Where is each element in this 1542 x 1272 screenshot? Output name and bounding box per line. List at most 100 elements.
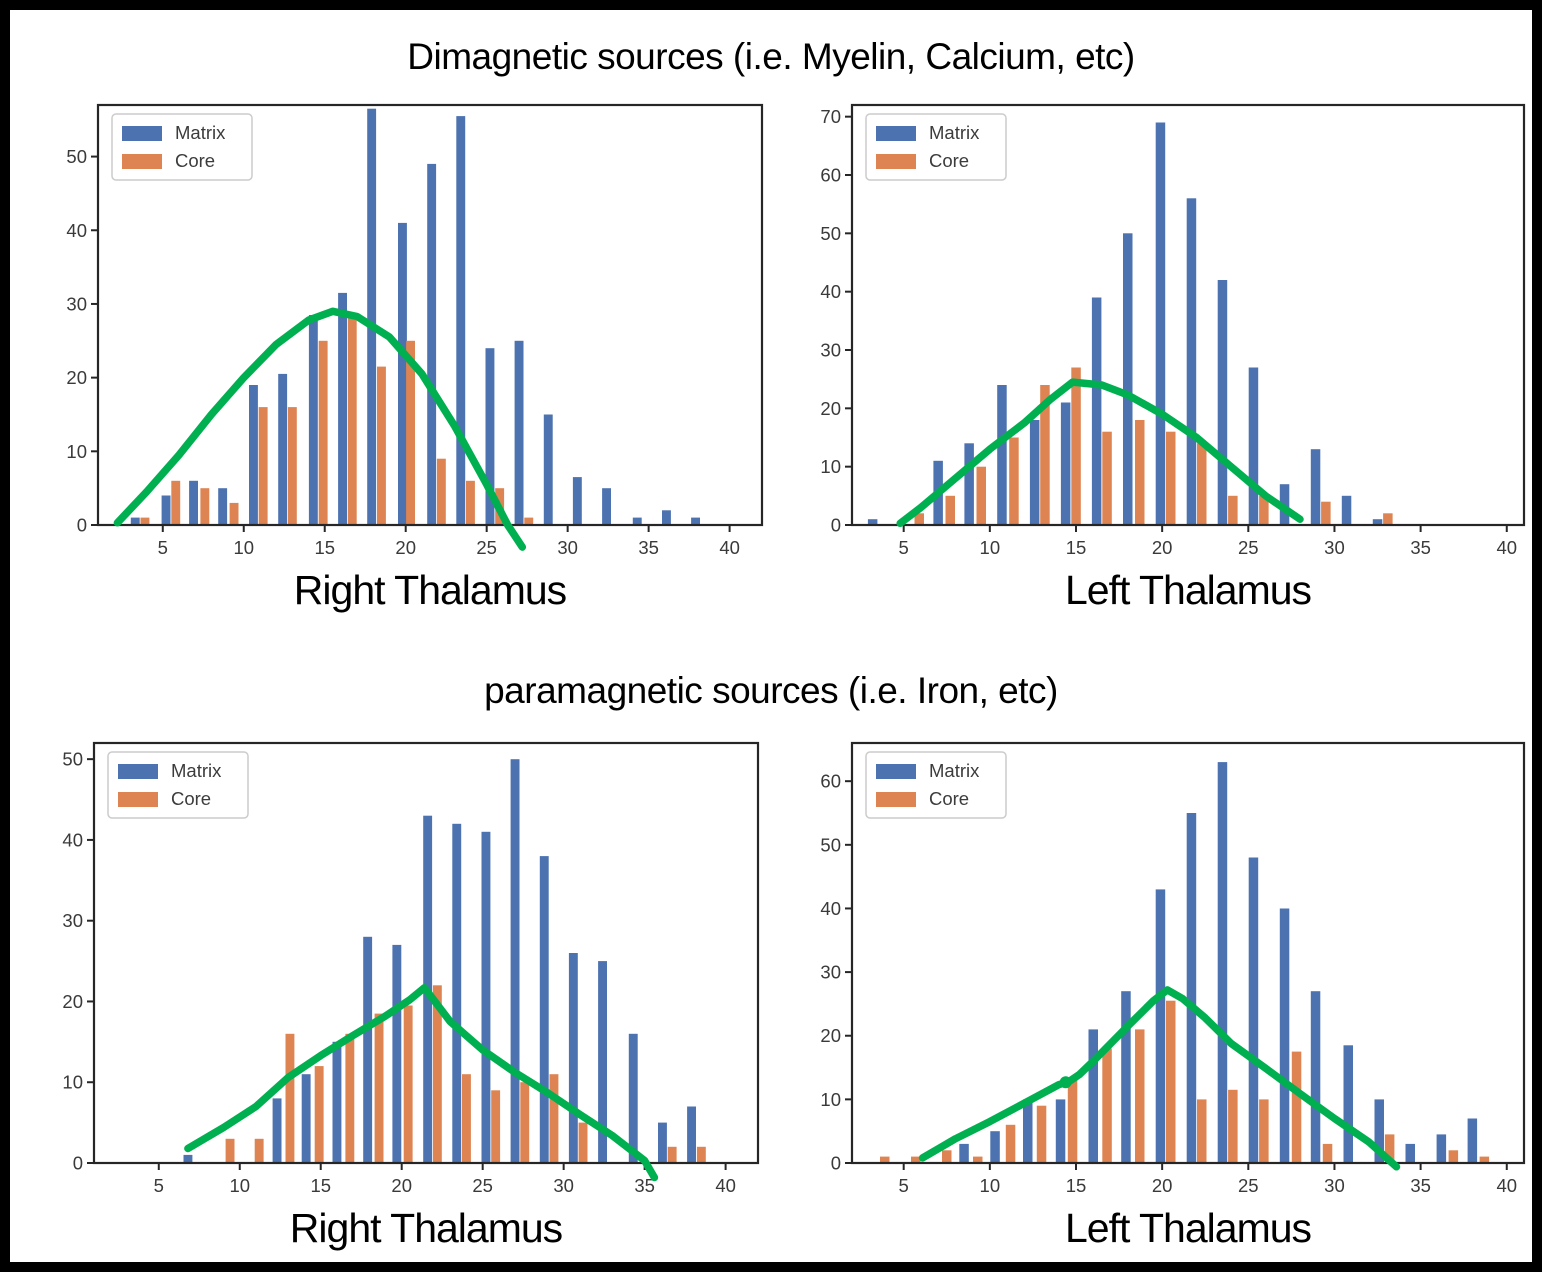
- y-tick-label: 60: [820, 771, 841, 792]
- bar: [1259, 1099, 1269, 1163]
- bar: [287, 407, 297, 525]
- histogram-plot-paramagnetic-right: 5 10 15 20 25 30 35 40 0 10 20 30 40 50 Matrix Core: [62, 741, 760, 1196]
- x-tick-label: 20: [1152, 537, 1173, 558]
- x-tick-label: 15: [1066, 1175, 1087, 1196]
- y-tick-label: 70: [820, 106, 841, 127]
- bar: [1383, 513, 1393, 525]
- bar: [539, 856, 549, 1163]
- bar: [568, 953, 578, 1163]
- legend-swatch-matrix: [118, 764, 158, 779]
- y-tick-label: 50: [66, 146, 87, 167]
- bar: [1372, 519, 1383, 525]
- bar: [691, 517, 700, 525]
- legend-label-core: Core: [929, 150, 969, 171]
- bar: [1102, 431, 1112, 525]
- y-tick-label: 10: [62, 1072, 83, 1093]
- bar: [363, 936, 373, 1163]
- bar: [1186, 198, 1197, 526]
- fit-curve: [113, 307, 527, 551]
- bar: [1343, 1045, 1353, 1163]
- bar: [1166, 431, 1176, 525]
- bar: [1197, 443, 1207, 525]
- bar: [1228, 1089, 1238, 1163]
- y-tick-label: 10: [820, 456, 841, 477]
- fit-curve: [184, 983, 659, 1182]
- bar: [491, 1090, 501, 1163]
- x-tick-label: 40: [719, 537, 740, 558]
- bar: [1197, 1099, 1207, 1163]
- bar: [1217, 280, 1228, 525]
- bar: [510, 759, 520, 1163]
- y-tick-label: 50: [820, 834, 841, 855]
- bar: [314, 1066, 324, 1163]
- bar: [1135, 420, 1145, 525]
- histogram-plot-paramagnetic-left: 5 10 15 20 25 30 35 40 0 10 20 30 40 50 60 Matrix Core: [820, 741, 1526, 1196]
- bars-core: [140, 315, 534, 525]
- legend: Matrix Core: [865, 113, 1007, 181]
- y-tick-label: 60: [820, 165, 841, 186]
- y-tick-label: 0: [831, 515, 841, 536]
- bar: [436, 458, 446, 525]
- bar: [374, 1013, 384, 1163]
- bar: [427, 163, 437, 525]
- bars-matrix: [867, 122, 1383, 526]
- bar: [285, 1033, 295, 1163]
- bars-core: [880, 1000, 1490, 1163]
- bar: [1374, 1099, 1384, 1163]
- legend: Matrix Core: [107, 751, 249, 819]
- axis-label-right-thalamus: Right Thalamus: [289, 1205, 563, 1251]
- x-tick-label: 30: [1324, 1175, 1345, 1196]
- bar: [1036, 1105, 1047, 1163]
- bar: [1322, 1143, 1333, 1163]
- bar: [452, 823, 462, 1163]
- bar: [377, 366, 386, 525]
- x-tick-label: 30: [1324, 537, 1345, 558]
- bar: [1029, 420, 1040, 525]
- bar: [347, 315, 357, 525]
- bar: [1121, 991, 1131, 1163]
- bar: [456, 116, 466, 525]
- y-tick-label: 10: [66, 441, 87, 462]
- bar: [367, 108, 377, 525]
- curve-notch: [1059, 1076, 1072, 1089]
- bar: [278, 373, 288, 525]
- bar: [249, 385, 258, 525]
- bar: [1123, 233, 1133, 526]
- x-tick-label: 35: [1410, 537, 1431, 558]
- plot-spines: [92, 741, 760, 1165]
- legend: Matrix Core: [111, 113, 253, 181]
- plot-spines: [850, 741, 1526, 1165]
- bar: [662, 510, 671, 525]
- bar: [1279, 908, 1290, 1163]
- y-tick-label: 50: [820, 223, 841, 244]
- bar: [1009, 437, 1019, 525]
- bar: [598, 961, 607, 1163]
- chart-paramagnetic-right-thalamus: 5 10 15 20 25 30 35 40 0 10 20 30 40 50 Matrix Core Rig…: [38, 737, 766, 1252]
- bar: [1102, 1048, 1112, 1163]
- legend-swatch-core: [876, 154, 916, 169]
- axis-ticks: 5 10 15 20 25 30 35 40 0 10 20 30 40 50: [62, 749, 735, 1196]
- x-tick-label: 15: [314, 537, 335, 558]
- x-tick-label: 25: [476, 537, 497, 558]
- bar: [338, 292, 347, 525]
- bar: [959, 1143, 969, 1163]
- y-tick-label: 30: [62, 910, 83, 931]
- bar: [1055, 1099, 1066, 1163]
- legend-swatch-core: [876, 792, 916, 807]
- bar: [911, 1156, 921, 1163]
- bar: [1228, 495, 1238, 525]
- legend-swatch-matrix: [876, 764, 916, 779]
- bar: [1479, 1156, 1490, 1163]
- y-tick-label: 50: [62, 749, 83, 770]
- bar: [543, 414, 553, 525]
- bar: [549, 1074, 559, 1163]
- bar: [392, 944, 402, 1163]
- legend-label-core: Core: [175, 150, 215, 171]
- chart-diamagnetic-left-thalamus: 5 10 15 20 25 30 35 40 0 10 20 30 40 50 60 70 Matrix Core…: [796, 99, 1532, 614]
- bar: [942, 1150, 952, 1163]
- bar: [218, 488, 228, 525]
- x-tick-label: 35: [1410, 1175, 1431, 1196]
- bar: [1060, 402, 1071, 525]
- bar: [171, 480, 181, 525]
- bar: [318, 340, 328, 525]
